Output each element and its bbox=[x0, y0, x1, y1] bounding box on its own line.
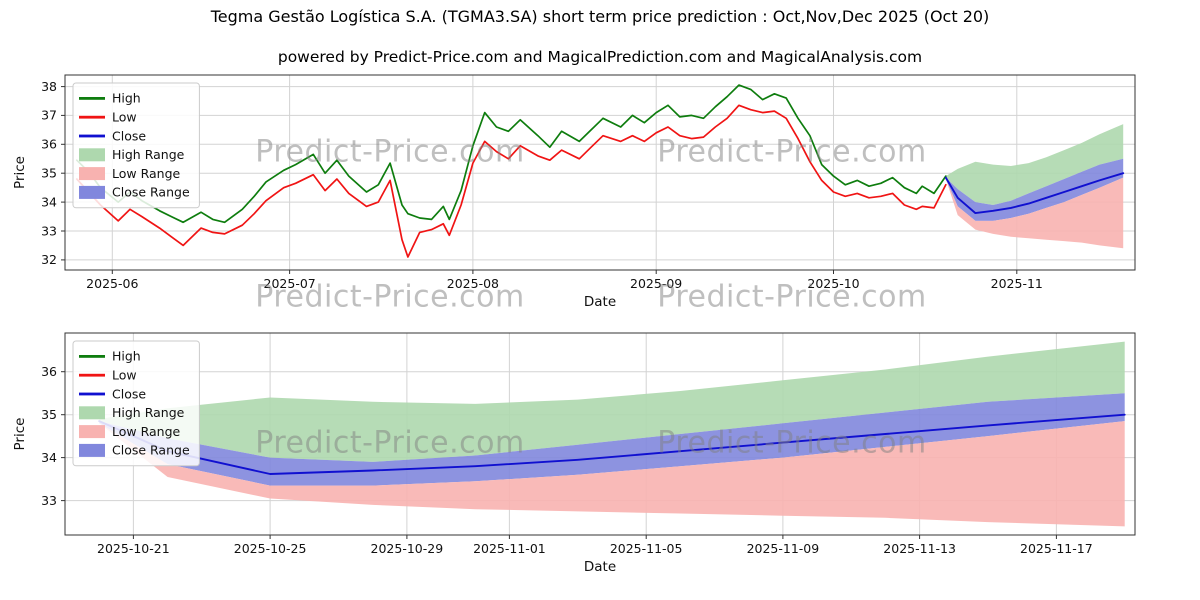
legend-label: High bbox=[112, 349, 141, 364]
legend-label: Low bbox=[112, 368, 137, 383]
close-line bbox=[98, 413, 1126, 475]
x-axis-label: Date bbox=[584, 294, 616, 310]
x-axis-label: Date bbox=[584, 559, 616, 575]
close-legend-swatch bbox=[79, 392, 105, 396]
high-range-legend-swatch bbox=[79, 406, 105, 420]
legend-label: Low Range bbox=[112, 424, 181, 439]
high-legend-swatch bbox=[79, 97, 105, 100]
y-axis-tick-label: 33 bbox=[41, 493, 57, 508]
y-axis-tick-label: 36 bbox=[41, 137, 57, 152]
x-axis-tick-label: 2025-09 bbox=[630, 276, 682, 291]
y-axis-tick-label: 34 bbox=[41, 194, 57, 209]
y-axis-tick-label: 37 bbox=[41, 108, 57, 123]
legend-label: Close bbox=[112, 386, 146, 401]
low-legend-swatch bbox=[79, 373, 105, 377]
legend: High Low Close High Range Low Range Close Ran… bbox=[72, 340, 200, 467]
y-axis-tick-label: 35 bbox=[41, 407, 57, 422]
legend-label: Low bbox=[112, 110, 137, 125]
y-axis-tick-label: 32 bbox=[41, 252, 57, 267]
legend-label: High Range bbox=[112, 147, 185, 162]
y-axis-tick-label: 33 bbox=[41, 223, 57, 238]
close-line bbox=[944, 172, 1125, 215]
low-range-band bbox=[99, 421, 1125, 527]
forecast-detail-chart: 33 34 35 36 2025-10-21 2025-10-25 2025-10-29 20… bbox=[12, 332, 1136, 575]
y-axis-label: Price bbox=[12, 156, 28, 189]
y-axis-tick-label: 34 bbox=[41, 450, 57, 465]
x-axis-tick-label: 2025-08 bbox=[447, 276, 499, 291]
low-range-legend-swatch bbox=[79, 425, 105, 439]
y-axis-label: Price bbox=[12, 418, 28, 451]
high-range-legend-swatch bbox=[79, 148, 105, 162]
x-axis-tick-label: 2025-11-13 bbox=[883, 541, 956, 556]
x-axis-tick-label: 2025-10-25 bbox=[234, 541, 307, 556]
x-axis-tick-label: 2025-06 bbox=[86, 276, 138, 291]
low-legend-swatch bbox=[79, 115, 105, 119]
legend-label: Close Range bbox=[112, 185, 190, 200]
close-range-band bbox=[945, 158, 1124, 221]
low-range-legend-swatch bbox=[79, 167, 105, 181]
y-axis-tick-label: 38 bbox=[41, 79, 57, 94]
x-axis-tick-label: 2025-11 bbox=[991, 276, 1043, 291]
x-axis-tick-label: 2025-10 bbox=[807, 276, 859, 291]
x-axis-tick-label: 2025-10-21 bbox=[97, 541, 170, 556]
high-legend-swatch bbox=[79, 355, 105, 358]
high-range-band bbox=[99, 341, 1125, 462]
powered-by-subtitle: powered by Predict-Price.com and Magical… bbox=[277, 48, 923, 66]
x-axis-tick-label: 2025-11-05 bbox=[610, 541, 683, 556]
high-range-band bbox=[945, 124, 1124, 205]
low-line bbox=[75, 104, 947, 258]
page-title: Tegma Gestão Logística S.A. (TGMA3.SA) s… bbox=[210, 7, 990, 26]
low-range-band bbox=[945, 177, 1124, 249]
y-axis-tick-label: 35 bbox=[41, 166, 57, 181]
legend-label: Low Range bbox=[112, 166, 181, 181]
x-axis-tick-label: 2025-11-01 bbox=[473, 541, 546, 556]
high-line bbox=[75, 84, 947, 224]
legend-label: Close bbox=[112, 128, 146, 143]
x-axis-tick-label: 2025-07 bbox=[264, 276, 316, 291]
legend-label: Close Range bbox=[112, 443, 190, 458]
legend-label: High Range bbox=[112, 405, 185, 420]
y-axis-tick-label: 36 bbox=[41, 364, 57, 379]
close-range-legend-swatch bbox=[79, 443, 105, 457]
close-legend-swatch bbox=[79, 134, 105, 138]
x-axis-tick-label: 2025-11-09 bbox=[747, 541, 820, 556]
plot-border bbox=[64, 74, 1136, 271]
history-and-forecast-chart: 32 33 34 35 36 37 38 2025-06 2025-07 2025-08 2025-… bbox=[12, 74, 1136, 310]
close-range-legend-swatch bbox=[79, 185, 105, 199]
legend: High Low Close High Range Low Range Close Ran… bbox=[72, 82, 200, 209]
x-axis-tick-label: 2025-10-29 bbox=[371, 541, 444, 556]
x-axis-tick-label: 2025-11-17 bbox=[1020, 541, 1093, 556]
legend-label: High bbox=[112, 91, 141, 106]
close-range-band bbox=[99, 393, 1125, 486]
plot-border bbox=[64, 332, 1136, 536]
